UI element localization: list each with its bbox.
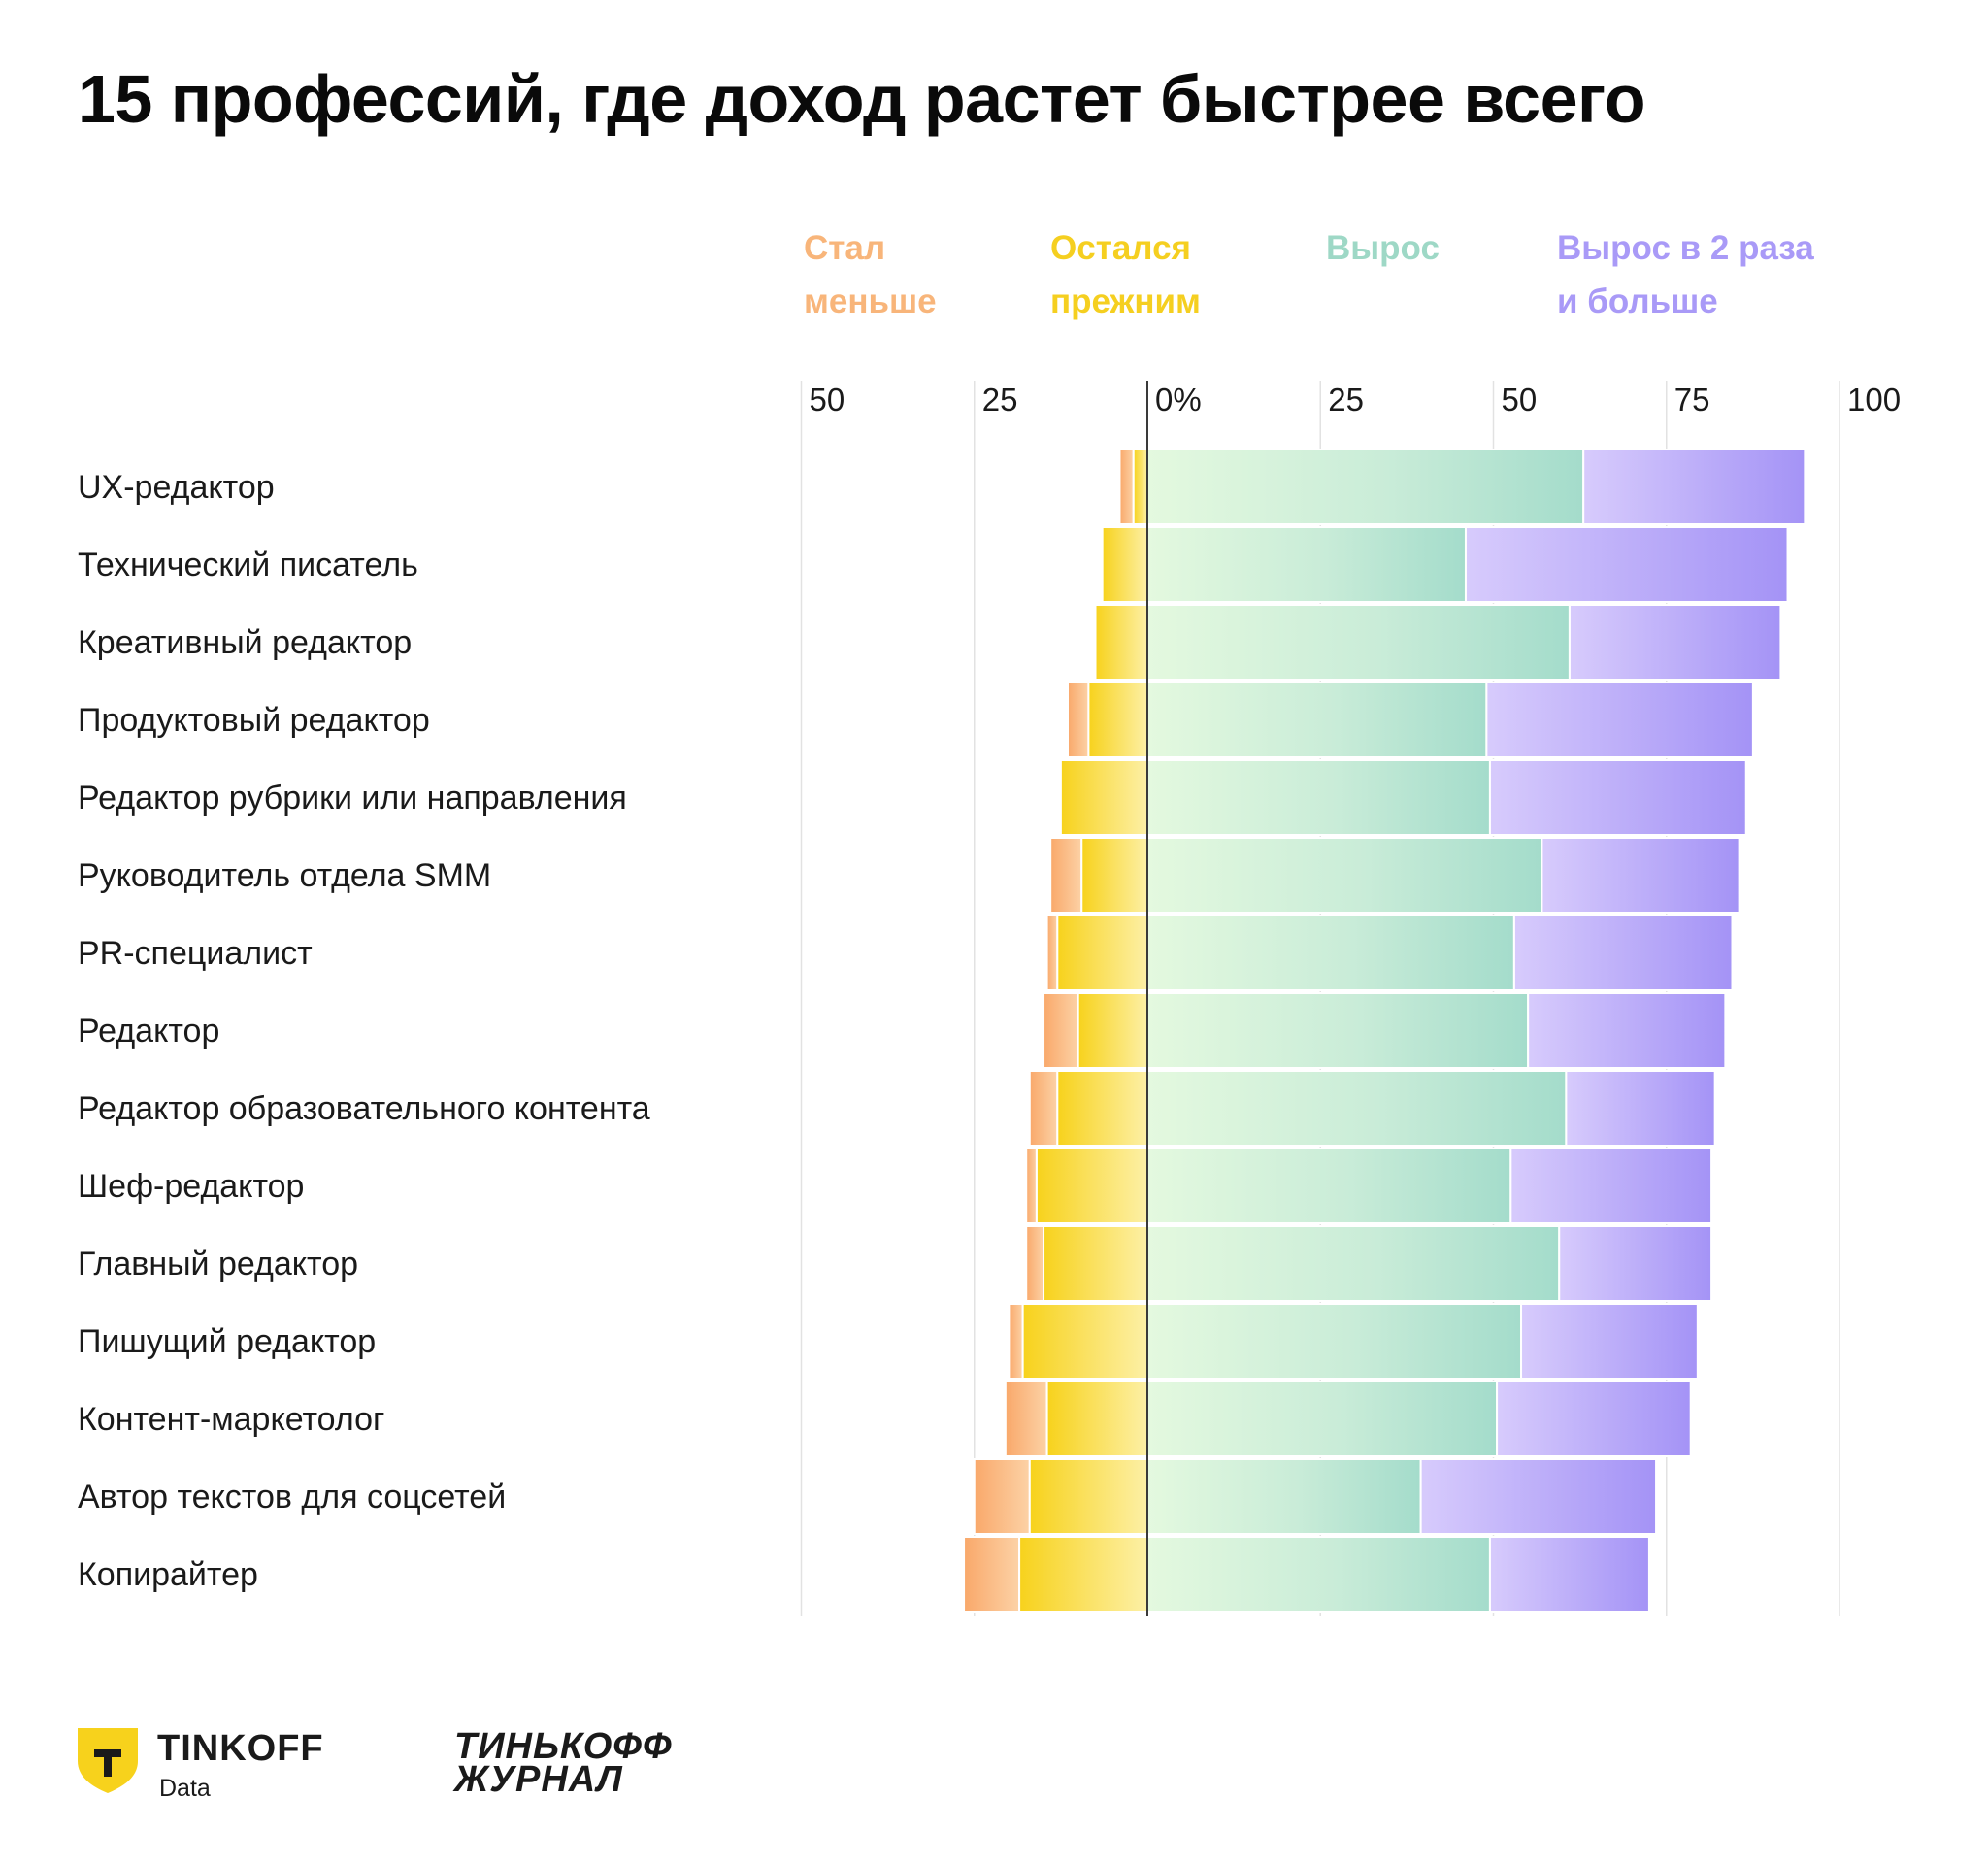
bar-segment-same	[1045, 1381, 1148, 1457]
bar-segment-doubled	[1520, 1303, 1699, 1380]
x-tick-label: 50	[810, 382, 845, 417]
bar-segment-same	[1043, 1225, 1149, 1302]
x-tick-label: 25	[982, 382, 1018, 417]
bar-segment-grew	[1146, 604, 1571, 681]
bar-segment-same	[1077, 992, 1148, 1069]
legend-item-decreased: Стал меньше	[804, 221, 937, 328]
category-label: Главный редактор	[78, 1245, 359, 1282]
bar-segment-grew	[1146, 1458, 1422, 1535]
bar-segment-grew	[1146, 682, 1488, 758]
category-label: Копирайтер	[78, 1555, 258, 1593]
bar-segment-grew	[1146, 915, 1515, 991]
bar-segment-same	[1056, 915, 1149, 991]
bar-segment-decreased	[1028, 1070, 1059, 1147]
bar-segment-decreased	[973, 1458, 1031, 1535]
bar-segment-doubled	[1565, 1070, 1716, 1147]
bar-segment-decreased	[1004, 1381, 1048, 1457]
category-label: Креативный редактор	[78, 623, 413, 661]
bar-segment-grew	[1146, 992, 1530, 1069]
legend-label-line1: Остался	[1050, 229, 1191, 267]
bar-segment-grew	[1146, 1148, 1512, 1224]
x-tick-label: 25	[1328, 382, 1364, 417]
legend-item-same: Остался прежним	[1050, 221, 1201, 328]
tinkoff-brand-name: TINKOFF	[157, 1728, 324, 1769]
category-label: Контент-маркетолог	[78, 1400, 385, 1438]
chart-title: 15 профессий, где доход растет быстрее в…	[78, 61, 1646, 137]
bar-segment-grew	[1146, 837, 1543, 914]
bar-segment-same	[1021, 1303, 1149, 1380]
x-tick-label: 0%	[1155, 382, 1202, 417]
legend-label-line2: прежним	[1050, 283, 1201, 320]
bar-segment-same	[1132, 449, 1148, 525]
category-label: Пишущий редактор	[78, 1322, 377, 1360]
x-tick-label: 100	[1847, 382, 1901, 417]
category-label: Шеф-редактор	[78, 1167, 305, 1205]
category-label: Редактор образовательного контента	[78, 1089, 650, 1127]
category-label: PR-специалист	[78, 934, 313, 972]
bar-segment-doubled	[1419, 1458, 1658, 1535]
bar-segment-grew	[1146, 1225, 1561, 1302]
legend-label-line1: Вырос в 2 раза	[1557, 229, 1814, 267]
bar-segment-decreased	[1025, 1148, 1038, 1224]
bar-segment-grew	[1146, 1381, 1499, 1457]
bar-segment-decreased	[1049, 837, 1083, 914]
bar-segment-doubled	[1582, 449, 1806, 525]
bar-segment-same	[1035, 1148, 1149, 1224]
bar-segment-doubled	[1541, 837, 1740, 914]
category-label: Автор текстов для соцсетей	[78, 1478, 507, 1515]
journal-line2: ЖУРНАЛ	[454, 1759, 623, 1800]
bar-segment-grew	[1146, 1303, 1523, 1380]
tinkoff-journal-logo: ТИНЬКОФФ ЖУРНАЛ	[454, 1726, 673, 1800]
bar-segment-same	[1028, 1458, 1149, 1535]
tinkoff-data-logo: TINKOFF Data	[78, 1728, 388, 1815]
bar-segment-decreased	[963, 1536, 1021, 1613]
bar-segment-doubled	[1485, 682, 1754, 758]
bar-segment-doubled	[1558, 1225, 1713, 1302]
category-label: Технический писатель	[78, 546, 418, 583]
bar-segment-grew	[1146, 759, 1491, 836]
bar-segment-same	[1018, 1536, 1148, 1613]
journal-line1: ТИНЬКОФФ	[454, 1726, 673, 1767]
legend-label-line2: и больше	[1557, 283, 1718, 320]
bar-segment-doubled	[1464, 526, 1789, 603]
legend-label-line2: меньше	[804, 283, 937, 320]
bar-segment-same	[1059, 759, 1148, 836]
bar-segment-decreased	[1045, 915, 1059, 991]
bar-segment-decreased	[1025, 1225, 1045, 1302]
bar-segment-same	[1056, 1070, 1149, 1147]
bar-segment-doubled	[1488, 1536, 1650, 1613]
bar-segment-doubled	[1509, 1148, 1713, 1224]
legend-item-doubled: Вырос в 2 раза и больше	[1557, 221, 1814, 328]
category-label: UX-редактор	[78, 468, 275, 506]
category-label: Продуктовый редактор	[78, 701, 430, 739]
legend-label-line1: Стал	[804, 229, 886, 267]
category-label: Редактор	[78, 1012, 220, 1049]
bar-segment-decreased	[1118, 449, 1135, 525]
diverging-bar-chart: 50 25 0% 25 50 75 100	[800, 381, 1901, 1616]
legend-item-grew: Вырос	[1326, 221, 1440, 275]
category-label: Редактор рубрики или направления	[78, 779, 627, 816]
bar-segment-grew	[1146, 1070, 1568, 1147]
bar-segment-grew	[1146, 526, 1467, 603]
bar-segment-grew	[1146, 1536, 1491, 1613]
category-label: Руководитель отдела SMM	[78, 856, 492, 894]
bar-segment-same	[1080, 837, 1149, 914]
x-tick-label: 50	[1502, 382, 1538, 417]
bar-segment-decreased	[1067, 682, 1090, 758]
bar-segment-doubled	[1568, 604, 1782, 681]
tinkoff-brand-sub: Data	[159, 1775, 211, 1802]
bar-segment-doubled	[1512, 915, 1734, 991]
bar-segment-doubled	[1496, 1381, 1692, 1457]
bar-segment-grew	[1146, 449, 1585, 525]
legend-label-line1: Вырос	[1326, 229, 1440, 267]
bar-segment-same	[1094, 604, 1149, 681]
bar-segment-decreased	[1008, 1303, 1024, 1380]
x-tick-label: 75	[1674, 382, 1710, 417]
bar-segment-doubled	[1527, 992, 1727, 1069]
bar-segment-same	[1087, 682, 1149, 758]
bar-segment-decreased	[1043, 992, 1079, 1069]
bar-segment-doubled	[1488, 759, 1747, 836]
bar-segment-same	[1101, 526, 1149, 603]
tinkoff-shield-icon	[78, 1728, 138, 1793]
